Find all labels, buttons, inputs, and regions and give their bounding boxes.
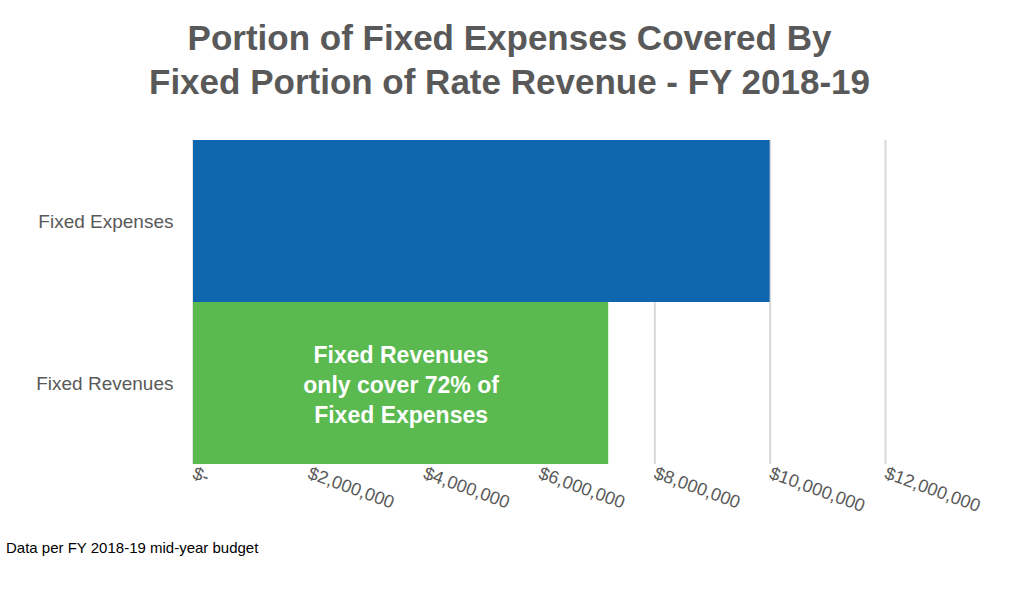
svg-text:$10,000,000: $10,000,000 [767,463,868,516]
svg-text:$6,000,000: $6,000,000 [536,463,628,513]
svg-text:Fixed Revenuesonly cover 72% o: Fixed Revenuesonly cover 72% ofFixed Exp… [303,342,499,428]
html-text:Data per FY 2018-19 mid-year b: Data per FY 2018-19 mid-year budget [6,539,259,556]
svg-text:$4,000,000: $4,000,000 [421,463,513,513]
svg-text:$8,000,000: $8,000,000 [651,463,743,513]
svg-text:$-: $- [190,463,212,487]
svg-text:Fixed Revenues: Fixed Revenues [36,373,173,394]
html-text:Portion of Fixed Expenses Cove: Portion of Fixed Expenses Covered By [187,18,832,57]
html-text:Fixed Portion of Rate Revenue: Fixed Portion of Rate Revenue - FY 2018-… [149,62,870,101]
svg-text:$12,000,000: $12,000,000 [882,463,983,516]
svg-text:$2,000,000: $2,000,000 [305,463,397,513]
svg-text:Fixed Expenses: Fixed Expenses [38,211,173,232]
